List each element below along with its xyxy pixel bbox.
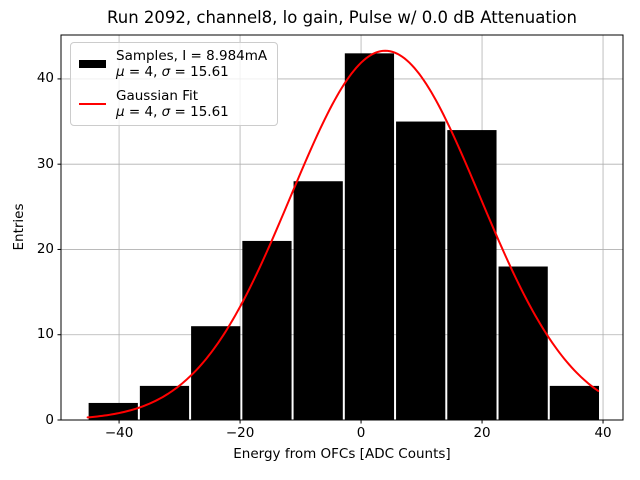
x-tick-label: −20 <box>225 425 255 441</box>
histogram-bar <box>498 266 548 420</box>
histogram-bar <box>293 181 343 420</box>
x-axis-label: Energy from OFCs [ADC Counts] <box>233 446 451 462</box>
gaussian-fit-curve <box>86 49 600 419</box>
legend-item-gaussian-fit: Gaussian Fit μ = 4, σ = 15.61 <box>79 88 267 120</box>
gaussian-fit-swatch-icon <box>79 103 106 105</box>
axes-frame <box>60 34 624 421</box>
legend-item-samples: Samples, I = 8.984mA μ = 4, σ = 15.61 <box>79 48 267 80</box>
x-tick-label: 20 <box>473 425 491 441</box>
legend-samples-stats: μ = 4, σ = 15.61 <box>116 64 229 80</box>
y-tick-label: 0 <box>45 411 54 428</box>
x-tick-label: −40 <box>104 425 134 441</box>
x-tick-label: 40 <box>594 425 612 441</box>
legend-gaussian-fit-stats: μ = 4, σ = 15.61 <box>116 104 229 120</box>
y-tick-label: 10 <box>36 326 54 343</box>
histogram-bar <box>549 385 600 420</box>
histogram-bar <box>447 130 497 420</box>
x-tick-label: 0 <box>356 425 366 441</box>
histogram-bar <box>139 385 190 420</box>
histogram-bar <box>396 121 446 420</box>
histogram-bar <box>344 53 395 420</box>
y-tick-label: 30 <box>36 155 54 172</box>
histogram-bar <box>242 240 292 420</box>
y-tick-label: 40 <box>36 70 54 87</box>
legend-samples-label: Samples, I = 8.984mA <box>116 48 268 64</box>
samples-swatch-icon <box>79 60 106 68</box>
y-tick-label: 20 <box>36 240 54 257</box>
legend: Samples, I = 8.984mA μ = 4, σ = 15.61 Ga… <box>70 42 279 126</box>
histogram-bar <box>191 326 241 420</box>
legend-gaussian-fit-label: Gaussian Fit <box>116 88 199 104</box>
chart-title: Run 2092, channel8, lo gain, Pulse w/ 0.… <box>107 8 577 27</box>
